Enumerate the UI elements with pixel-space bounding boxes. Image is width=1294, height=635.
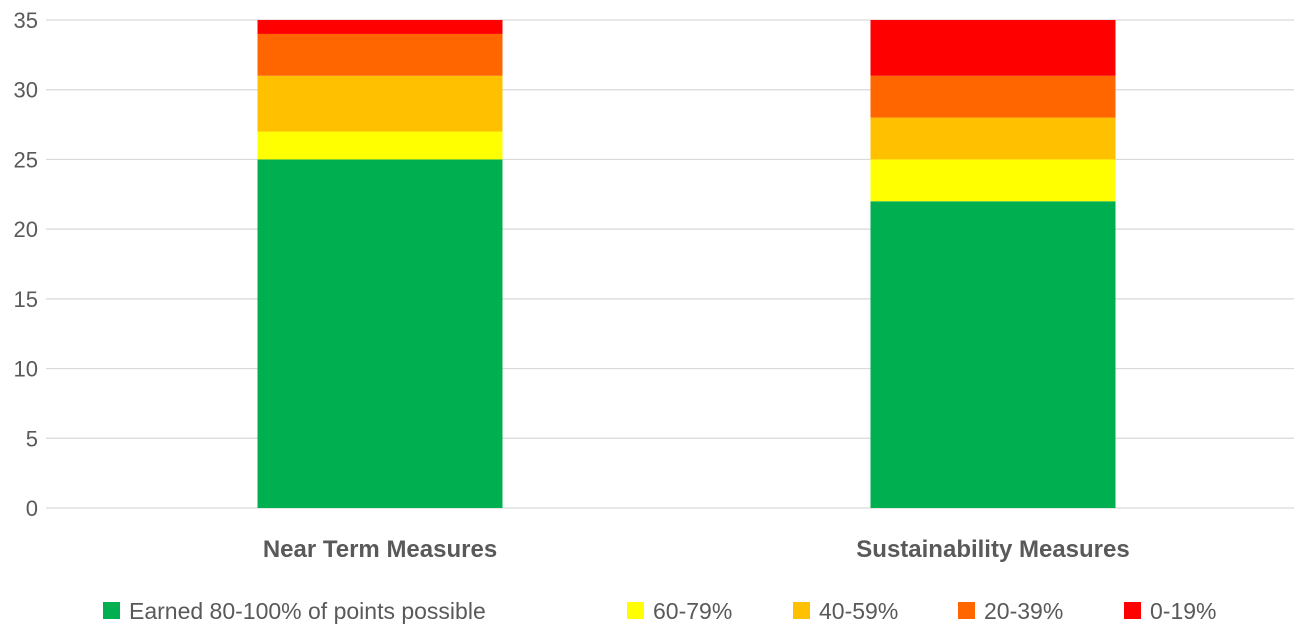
legend-swatch xyxy=(627,602,644,619)
bar-stacks xyxy=(257,20,1116,508)
y-tick-label: 20 xyxy=(14,217,38,242)
y-tick-label: 30 xyxy=(14,78,38,103)
bar-segment xyxy=(257,75,503,132)
bar-segment xyxy=(257,159,503,508)
y-axis: 0 5 10 15 20 25 30 35 xyxy=(14,8,38,521)
bar-segment xyxy=(257,33,503,76)
legend-swatch xyxy=(793,602,810,619)
y-tick-label: 15 xyxy=(14,287,38,312)
legend-swatch xyxy=(958,602,975,619)
y-tick-label: 0 xyxy=(26,496,38,521)
bar-segment xyxy=(870,159,1116,202)
bar-segment xyxy=(257,131,503,160)
y-tick-label: 10 xyxy=(14,357,38,382)
bar-segment xyxy=(870,75,1116,118)
y-tick-label: 5 xyxy=(26,426,38,451)
x-axis: Near Term Measures Sustainability Measure… xyxy=(263,536,1130,563)
bar-segment xyxy=(257,20,503,34)
legend-label: Earned 80-100% of points possible xyxy=(129,598,486,624)
legend: Earned 80-100% of points possible 60-79% 4… xyxy=(103,598,1216,624)
x-category-label: Near Term Measures xyxy=(263,536,497,563)
legend-swatch xyxy=(1124,602,1141,619)
legend-swatch xyxy=(103,602,120,619)
bar-segment xyxy=(870,20,1116,76)
x-category-label: Sustainability Measures xyxy=(856,536,1129,563)
bar-segment xyxy=(870,201,1116,508)
gridlines xyxy=(46,19,1294,509)
legend-label: 60-79% xyxy=(653,598,732,624)
legend-label: 40-59% xyxy=(819,598,898,624)
legend-label: 0-19% xyxy=(1150,598,1216,624)
bar-segment xyxy=(870,117,1116,160)
y-tick-label: 25 xyxy=(14,147,38,172)
legend-label: 20-39% xyxy=(984,598,1063,624)
y-tick-label: 35 xyxy=(14,8,38,33)
